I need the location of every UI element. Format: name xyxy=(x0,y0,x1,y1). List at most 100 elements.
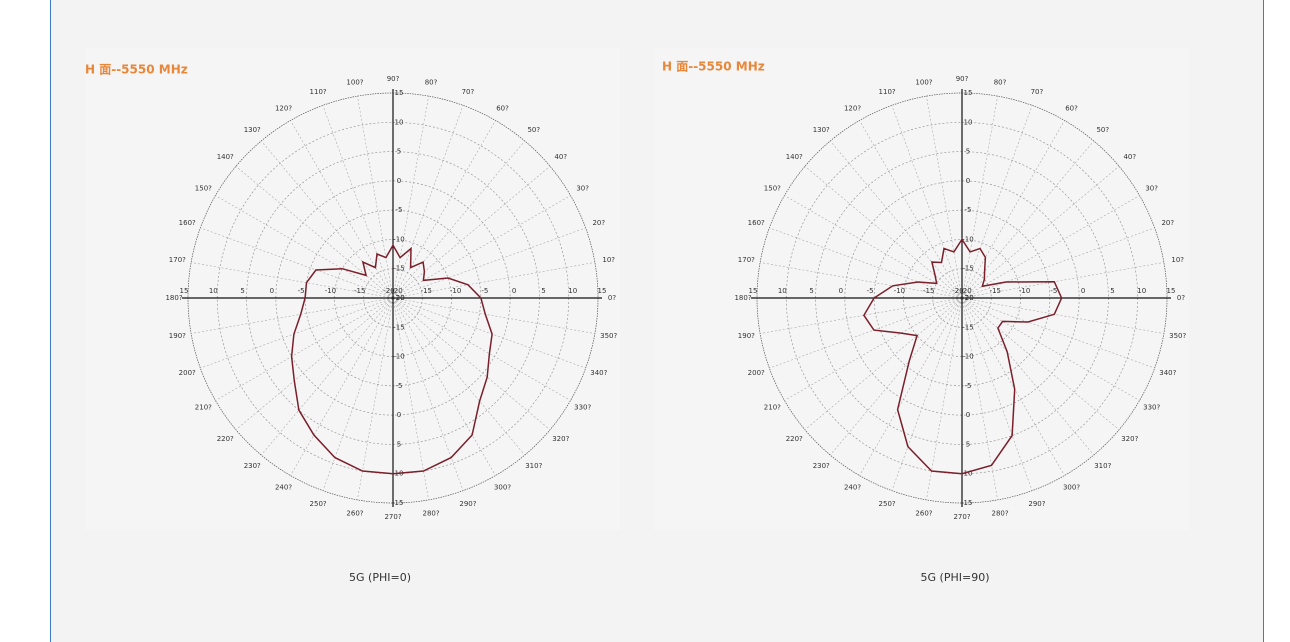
angle-label: 60? xyxy=(496,104,509,112)
angle-label: 20? xyxy=(592,219,605,227)
radial-label: -5 xyxy=(1050,287,1057,295)
angle-label: 250? xyxy=(310,500,327,508)
radial-label: 0 xyxy=(270,287,274,295)
radial-label: 5 xyxy=(541,287,545,295)
radial-label: -20 xyxy=(393,294,404,302)
angle-label: 260? xyxy=(346,510,363,518)
angle-label: 180? xyxy=(165,294,182,302)
angle-label: 10? xyxy=(1171,256,1184,264)
radial-label: 5 xyxy=(966,440,970,448)
angle-label: 100? xyxy=(346,78,363,86)
radial-label: -10 xyxy=(393,353,404,361)
radial-label: -20 xyxy=(383,287,394,295)
radial-label: -15 xyxy=(962,265,973,273)
chart-title: H 面--5550 MHz xyxy=(85,63,188,77)
radial-label: 15 xyxy=(964,89,973,97)
angle-label: 30? xyxy=(576,185,589,193)
radial-label: -5 xyxy=(965,382,972,390)
radial-label: 15 xyxy=(598,287,607,295)
angle-label: 200? xyxy=(179,369,196,377)
radial-label: 10 xyxy=(568,287,577,295)
angle-label: 280? xyxy=(991,510,1008,518)
angle-label: 270? xyxy=(953,513,970,521)
angle-label: 120? xyxy=(844,104,861,112)
radial-label: -10 xyxy=(962,353,973,361)
angle-label: 150? xyxy=(195,185,212,193)
radial-label: -20 xyxy=(393,294,404,302)
radial-label: -20 xyxy=(960,287,971,295)
angle-label: 140? xyxy=(217,153,234,161)
radial-label: 5 xyxy=(397,440,401,448)
angle-label: 70? xyxy=(462,88,475,96)
radial-label: -15 xyxy=(393,265,404,273)
angle-label: 240? xyxy=(275,484,292,492)
radial-label: -5 xyxy=(298,287,305,295)
chart-background xyxy=(85,48,620,530)
angle-label: 290? xyxy=(1028,500,1045,508)
radial-label: 10 xyxy=(1137,287,1146,295)
angle-label: 160? xyxy=(179,219,196,227)
angle-label: 90? xyxy=(956,75,969,83)
angle-label: 20? xyxy=(1161,219,1174,227)
angle-label: 90? xyxy=(387,75,400,83)
radial-label: -20 xyxy=(391,287,402,295)
radial-label: 0 xyxy=(397,411,401,419)
angle-label: 160? xyxy=(748,219,765,227)
radial-label: -5 xyxy=(481,287,488,295)
radial-label: -10 xyxy=(450,287,461,295)
angle-label: 250? xyxy=(879,500,896,508)
angle-label: 330? xyxy=(574,404,591,412)
radial-label: -5 xyxy=(965,206,972,214)
radial-label: 10 xyxy=(209,287,218,295)
radial-label: 10 xyxy=(778,287,787,295)
chart-title: H 面--5550 MHz xyxy=(662,60,765,74)
angle-label: 100? xyxy=(915,78,932,86)
radial-label: 5 xyxy=(966,148,970,156)
angle-label: 110? xyxy=(879,88,896,96)
pattern-line xyxy=(863,238,1063,475)
angle-label: 190? xyxy=(169,332,186,340)
angle-label: 270? xyxy=(384,513,401,521)
radial-label: 0 xyxy=(397,177,401,185)
radial-label: -5 xyxy=(867,287,874,295)
radial-label: -20 xyxy=(962,294,973,302)
angle-label: 140? xyxy=(786,153,803,161)
angle-label: 210? xyxy=(764,404,781,412)
radial-label: 15 xyxy=(395,89,404,97)
radial-label: 5 xyxy=(1110,287,1114,295)
radial-label: -20 xyxy=(962,294,973,302)
radial-label: 0 xyxy=(966,177,970,185)
angle-label: 320? xyxy=(1121,435,1138,443)
angle-label: 220? xyxy=(786,435,803,443)
angle-label: 300? xyxy=(1063,484,1080,492)
angle-label: 40? xyxy=(1123,153,1136,161)
angle-label: 340? xyxy=(1159,369,1176,377)
angle-label: 200? xyxy=(748,369,765,377)
angle-label: 350? xyxy=(1169,332,1186,340)
radial-label: -5 xyxy=(396,382,403,390)
angle-label: 50? xyxy=(1096,126,1109,134)
angle-label: 170? xyxy=(169,256,186,264)
radial-label: -15 xyxy=(923,287,934,295)
angle-label: 320? xyxy=(552,435,569,443)
angle-label: 70? xyxy=(1031,88,1044,96)
radial-label: -15 xyxy=(990,287,1001,295)
angle-label: 190? xyxy=(738,332,755,340)
pattern-line xyxy=(290,243,493,475)
angle-label: 10? xyxy=(602,256,615,264)
chart-background xyxy=(654,48,1189,530)
angle-label: 80? xyxy=(425,78,438,86)
radial-label: -20 xyxy=(952,287,963,295)
angle-label: 0? xyxy=(1177,294,1185,302)
angle-label: 260? xyxy=(915,510,932,518)
radial-label: 5 xyxy=(240,287,244,295)
radial-label: 15 xyxy=(180,287,189,295)
angle-label: 220? xyxy=(217,435,234,443)
radial-label: 10 xyxy=(395,118,404,126)
angle-label: 30? xyxy=(1145,185,1158,193)
radial-label: 5 xyxy=(397,148,401,156)
radial-label: 15 xyxy=(964,499,973,507)
angle-label: 0? xyxy=(608,294,616,302)
radial-label: -10 xyxy=(325,287,336,295)
angle-label: 280? xyxy=(422,510,439,518)
